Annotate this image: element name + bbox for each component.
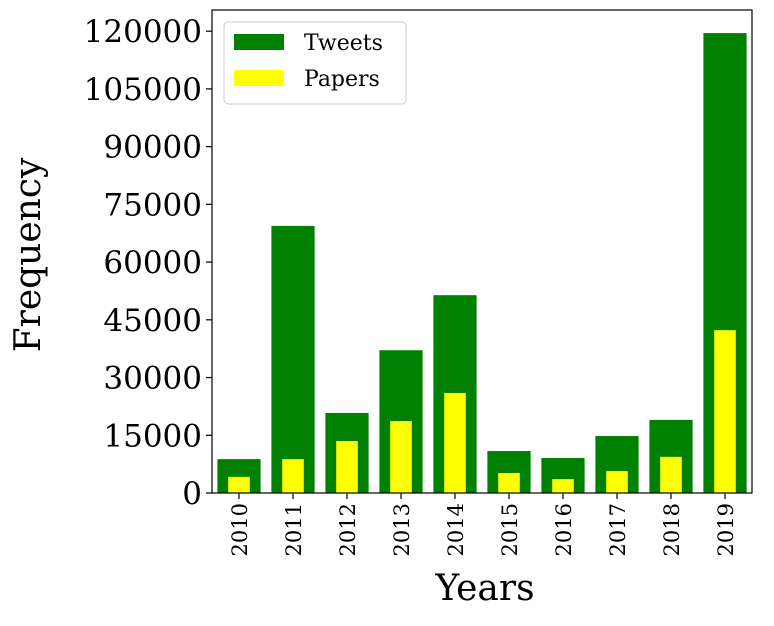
legend-swatch <box>234 34 284 50</box>
y-tick-label: 90000 <box>103 130 202 166</box>
bar <box>336 441 358 493</box>
bar <box>606 471 628 493</box>
bar <box>228 476 250 493</box>
x-tick-label: 2016 <box>552 503 576 556</box>
plot-frame <box>211 9 753 494</box>
legend-label: Papers <box>304 67 380 92</box>
x-tick-label: 2014 <box>444 503 468 556</box>
y-tick-label: 60000 <box>103 245 202 281</box>
bar <box>714 330 736 493</box>
y-tick-label: 75000 <box>103 187 202 223</box>
y-axis-label: Frequency <box>8 157 49 352</box>
x-tick-label: 2015 <box>498 503 522 556</box>
x-tick-label: 2012 <box>336 503 360 556</box>
x-tick-label: 2018 <box>660 503 684 556</box>
bar <box>552 479 574 493</box>
bar <box>660 456 682 493</box>
bar <box>390 421 412 493</box>
legend-swatch <box>234 70 284 86</box>
x-tick-label: 2010 <box>228 503 252 556</box>
legend-label: Tweets <box>304 31 383 56</box>
y-tick-label: 0 <box>182 476 202 512</box>
bar <box>444 392 466 493</box>
bar <box>282 459 304 493</box>
x-axis-label: Years <box>434 568 534 609</box>
x-tick-label: 2013 <box>390 503 414 556</box>
y-tick-label: 15000 <box>103 418 202 454</box>
x-tick-label: 2011 <box>282 503 306 556</box>
y-tick-label: 30000 <box>103 361 202 397</box>
bar <box>271 225 315 493</box>
y-tick-label: 45000 <box>103 303 202 339</box>
x-tick-label: 2017 <box>606 503 630 556</box>
x-tick-label: 2019 <box>714 503 738 556</box>
y-tick-label: 105000 <box>84 72 202 108</box>
y-tick-label: 120000 <box>84 14 202 50</box>
bar <box>498 472 520 493</box>
